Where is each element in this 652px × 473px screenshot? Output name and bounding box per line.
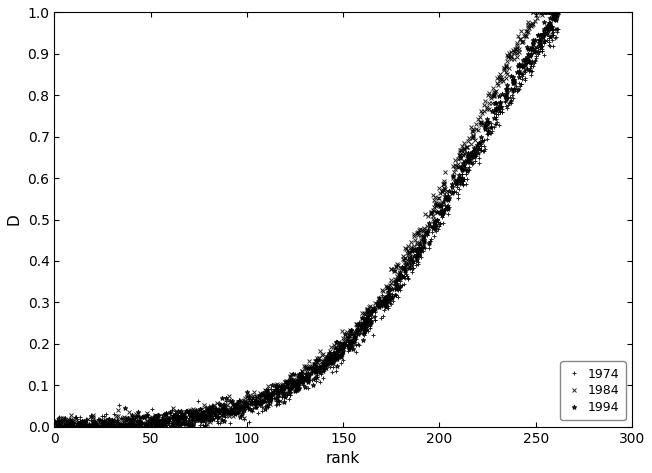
1984 bbox=[52, 422, 59, 428]
X-axis label: rank: rank bbox=[326, 451, 361, 466]
1974 bbox=[52, 418, 59, 424]
1974 bbox=[344, 335, 352, 341]
1984 bbox=[377, 302, 385, 308]
1974 bbox=[371, 318, 379, 324]
1984 bbox=[78, 419, 85, 424]
1974 bbox=[490, 124, 497, 130]
1974 bbox=[551, 26, 559, 32]
Legend: 1974, 1984, 1994: 1974, 1984, 1994 bbox=[560, 361, 626, 420]
1984 bbox=[485, 90, 493, 96]
1974 bbox=[85, 421, 93, 427]
1984 bbox=[555, 9, 563, 15]
Y-axis label: D: D bbox=[7, 214, 22, 226]
1984 bbox=[362, 318, 370, 324]
1994 bbox=[52, 424, 60, 429]
1994 bbox=[349, 337, 357, 342]
Line: 1994: 1994 bbox=[53, 11, 559, 429]
1994 bbox=[553, 14, 561, 19]
1974 bbox=[359, 330, 367, 335]
1994 bbox=[89, 419, 97, 425]
1994 bbox=[374, 302, 382, 308]
Line: 1974: 1974 bbox=[53, 26, 561, 429]
Line: 1984: 1984 bbox=[53, 10, 561, 429]
1984 bbox=[529, 9, 537, 15]
1994 bbox=[491, 101, 499, 106]
1994 bbox=[52, 420, 59, 425]
1974 bbox=[554, 26, 562, 32]
1994 bbox=[437, 203, 445, 209]
1974 bbox=[52, 424, 60, 429]
1974 bbox=[432, 226, 440, 231]
1994 bbox=[552, 11, 559, 17]
1984 bbox=[52, 424, 59, 429]
1994 bbox=[361, 323, 368, 329]
1984 bbox=[348, 331, 355, 336]
1984 bbox=[434, 202, 441, 208]
